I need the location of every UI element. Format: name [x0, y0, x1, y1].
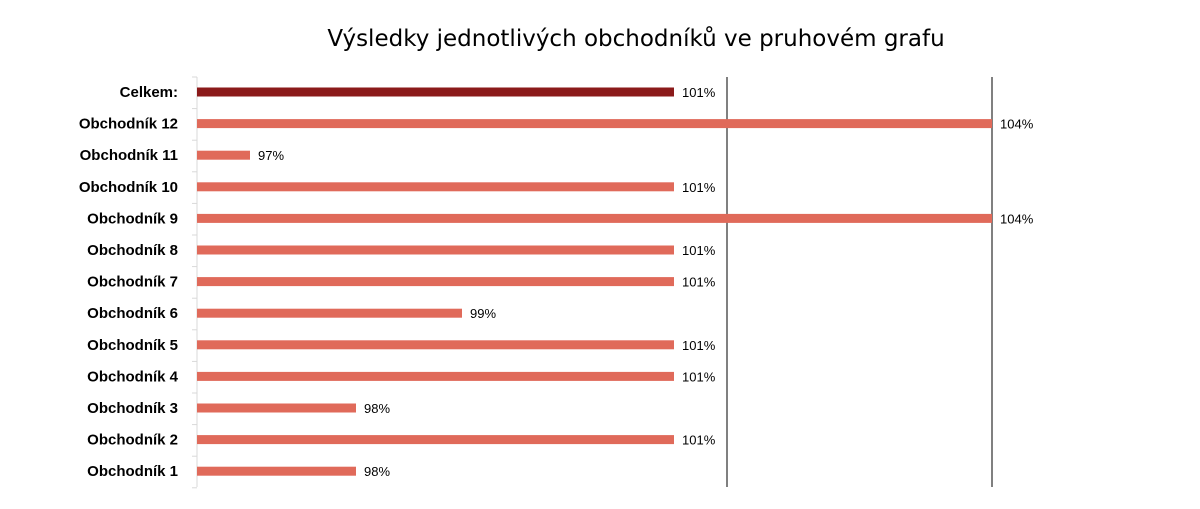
data-label: 101% [682, 275, 716, 290]
bar [197, 277, 674, 287]
data-label: 99% [470, 306, 496, 321]
total-bar [197, 87, 674, 97]
bar [197, 245, 674, 255]
category-label: Obchodník 9 [87, 210, 178, 227]
chart-title: Výsledky jednotlivých obchodníků ve pruh… [327, 26, 945, 52]
category-label: Obchodník 1 [87, 463, 178, 480]
bar [197, 435, 674, 445]
data-label: 98% [364, 464, 390, 479]
data-label: 101% [682, 243, 716, 258]
category-label: Obchodník 4 [87, 368, 179, 385]
category-label: Obchodník 8 [87, 242, 178, 259]
data-label: 104% [1000, 211, 1034, 226]
bar [197, 213, 992, 223]
bar [197, 340, 674, 350]
category-label: Obchodník 2 [87, 432, 178, 449]
category-label: Obchodník 6 [87, 305, 178, 322]
data-label: 104% [1000, 117, 1034, 132]
bar [197, 308, 462, 318]
bar [197, 371, 674, 381]
data-label: 101% [682, 338, 716, 353]
data-label: 97% [258, 148, 284, 163]
category-label: Celkem: [120, 84, 178, 101]
category-label: Obchodník 5 [87, 337, 178, 354]
category-label: Obchodník 12 [79, 116, 178, 133]
data-label: 101% [682, 85, 716, 100]
category-label: Obchodník 7 [87, 274, 178, 291]
category-label: Obchodník 10 [79, 179, 178, 196]
bar [197, 466, 356, 476]
data-label: 101% [682, 433, 716, 448]
data-label: 101% [682, 369, 716, 384]
bar [197, 403, 356, 413]
data-label: 98% [364, 401, 390, 416]
bar [197, 150, 250, 160]
category-label: Obchodník 3 [87, 400, 178, 417]
data-label: 101% [682, 180, 716, 195]
bar [197, 182, 674, 192]
bar [197, 119, 992, 129]
category-label: Obchodník 11 [80, 147, 178, 164]
